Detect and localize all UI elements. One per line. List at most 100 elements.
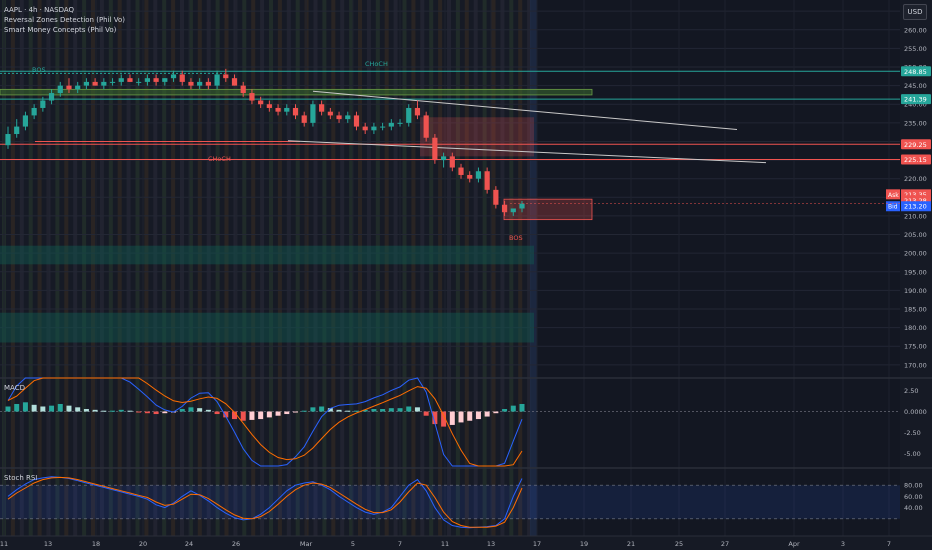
session-band (295, 0, 300, 536)
macd-histogram-bar (353, 410, 359, 412)
candle-body (75, 85, 81, 90)
candle-body (127, 78, 133, 82)
session-band (126, 0, 131, 536)
session-band (366, 0, 371, 536)
date-tick-label: 21 (627, 540, 635, 548)
indicator-legend-2[interactable]: Smart Money Concepts (Phil Vo) (4, 26, 117, 34)
ask-price: 213.35 (904, 191, 927, 199)
macd-histogram-bar (57, 403, 63, 412)
macd-histogram-bar (14, 403, 20, 412)
macd-histogram-bar (22, 402, 28, 412)
macd-pane-title[interactable]: MACD (4, 384, 25, 392)
candle-body (467, 174, 473, 179)
candle-body (31, 107, 37, 116)
price-badge-level-4-bg (901, 154, 931, 165)
macd-histogram-bar (205, 409, 211, 412)
session-band (322, 0, 327, 536)
candle-body (414, 107, 421, 116)
date-tick-label: 7 (398, 540, 402, 548)
date-tick-label: 26 (232, 540, 240, 548)
macd-tick-label: 2.50 (904, 387, 918, 395)
session-band (438, 0, 443, 536)
price-tick-label: 260.00 (904, 26, 927, 34)
stoch-d-line (7, 476, 523, 528)
macd-histogram-bar (449, 411, 455, 425)
session-band (277, 0, 282, 536)
candle-body (22, 115, 29, 127)
session-band (402, 0, 407, 536)
session-band (251, 0, 256, 536)
candle-body (475, 171, 482, 179)
macd-histogram-bar (406, 406, 412, 412)
macd-histogram-bar (240, 411, 246, 421)
session-band (260, 0, 265, 536)
session-band (286, 0, 291, 536)
candle-body (310, 104, 316, 123)
candle-body (118, 78, 124, 82)
candle-body (162, 78, 168, 82)
candle-body (249, 93, 255, 101)
macd-histogram-bar (75, 407, 81, 412)
choch-label-mid: CHoCH (208, 155, 231, 163)
price-badge-level-4: 225.15 (904, 156, 927, 164)
price-tick-label: 185.00 (904, 305, 927, 313)
session-band (429, 0, 434, 536)
macd-histogram-bar (284, 411, 290, 415)
currency-button[interactable]: USD (903, 4, 927, 20)
macd-histogram-bar (66, 405, 72, 412)
session-band (509, 0, 514, 536)
candle-body (353, 115, 360, 127)
macd-histogram-bar (31, 404, 37, 412)
macd-histogram-bar (232, 411, 238, 420)
time-axis (0, 536, 932, 550)
session-band (304, 0, 309, 536)
indicator-legend-1[interactable]: Reversal Zones Detection (Phil Vo) (4, 16, 125, 24)
session-band (180, 0, 184, 536)
candle-body (101, 81, 107, 86)
price-tick-label: 180.00 (904, 324, 927, 332)
macd-histogram-bar (371, 409, 377, 412)
symbol-title[interactable]: AAPL · 4h · NASDAQ (4, 6, 75, 14)
price-axis (900, 0, 932, 550)
session-band (491, 0, 496, 536)
session-band (224, 0, 229, 536)
macd-histogram-bar (101, 410, 107, 412)
macd-histogram-bar (423, 411, 429, 416)
candle-body (223, 74, 229, 79)
macd-histogram-bar (502, 409, 508, 412)
candle-body (292, 107, 299, 116)
bearish-order-block (503, 198, 593, 221)
macd-histogram-bar (493, 411, 499, 414)
candle-body (66, 85, 72, 90)
candle-body (275, 107, 281, 112)
price-badge-level-3: 229.25 (904, 141, 927, 149)
session-band (206, 0, 211, 536)
macd-histogram-bar (310, 407, 316, 412)
price-badge-level-1-bg (901, 66, 931, 77)
macd-histogram-bar (92, 409, 98, 412)
stoch-tick-label: 60.00 (904, 493, 923, 501)
date-tick-label: 24 (185, 540, 193, 548)
candle-body (205, 81, 211, 86)
macd-histogram-bar (258, 411, 264, 420)
session-band (527, 0, 532, 536)
session-band (473, 0, 478, 536)
stoch-pane-title[interactable]: Stoch RSI (4, 474, 38, 482)
session-band (393, 0, 398, 536)
ask-badge-bg (901, 189, 931, 200)
current-session-band (530, 0, 537, 536)
candle-body (406, 107, 412, 123)
candle-body (327, 111, 333, 116)
session-band (153, 0, 158, 536)
candle-body (380, 126, 386, 128)
macd-histogram-bar (275, 411, 281, 416)
bid-price: 213.20 (904, 203, 927, 211)
date-tick-label: 19 (580, 540, 588, 548)
price-badge-level-3-bg (901, 139, 931, 150)
demand-zone-2 (0, 312, 534, 343)
session-band (144, 0, 149, 536)
session-band (242, 0, 247, 536)
ask-label: Ask (888, 192, 899, 199)
